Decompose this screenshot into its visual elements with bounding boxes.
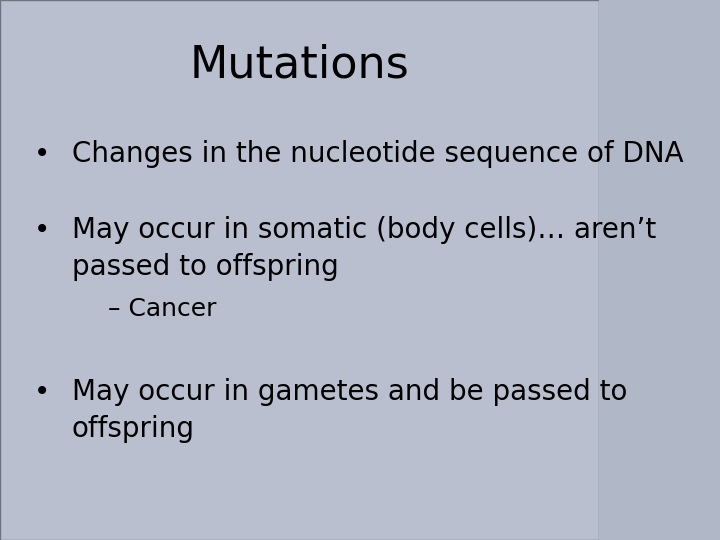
FancyBboxPatch shape [0, 0, 600, 540]
Text: •: • [34, 140, 50, 168]
Text: •: • [34, 216, 50, 244]
Text: – Cancer: – Cancer [108, 297, 217, 321]
Text: May occur in gametes and be passed to
offspring: May occur in gametes and be passed to of… [72, 378, 627, 443]
Text: May occur in somatic (body cells)… aren’t
passed to offspring: May occur in somatic (body cells)… aren’… [72, 216, 656, 281]
Text: Changes in the nucleotide sequence of DNA: Changes in the nucleotide sequence of DN… [72, 140, 683, 168]
Text: •: • [34, 378, 50, 406]
Text: Mutations: Mutations [190, 43, 410, 86]
